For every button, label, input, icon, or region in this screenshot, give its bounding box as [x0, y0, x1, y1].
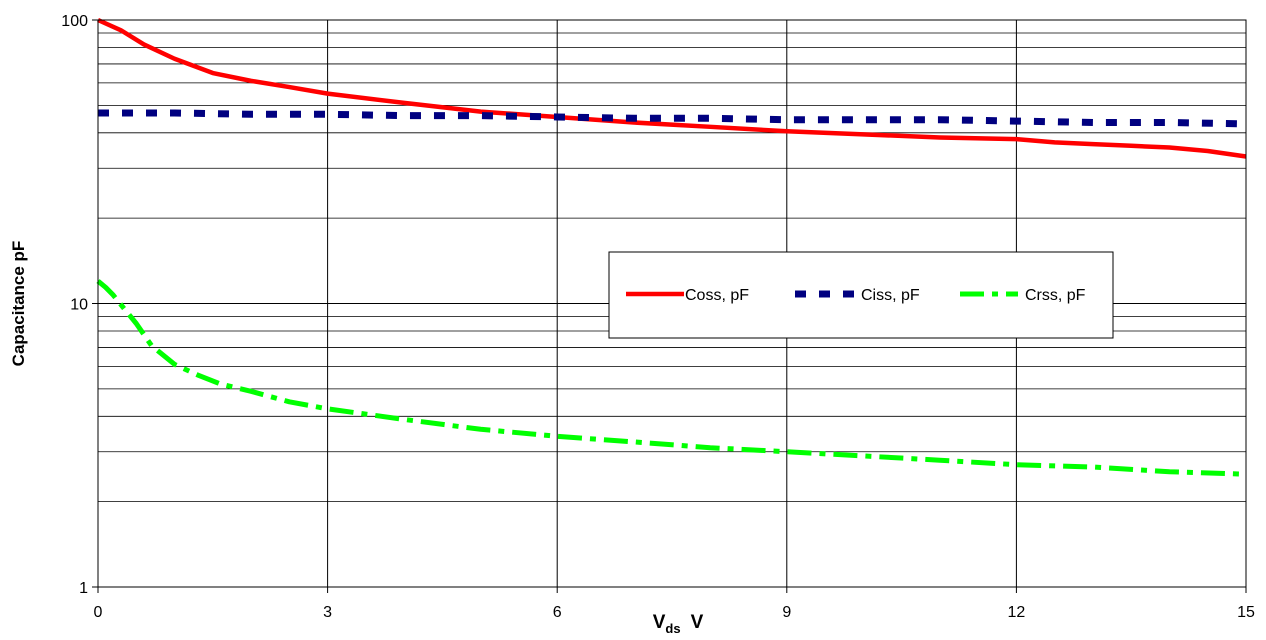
y-axis-title: Capacitance pF — [9, 241, 28, 367]
x-tick-label: 9 — [782, 604, 791, 621]
y-tick-label: 1 — [79, 580, 88, 597]
legend-box — [608, 251, 1114, 339]
legend-label-coss: Coss, pF — [685, 287, 749, 304]
legend-label-crss: Crss, pF — [1025, 287, 1086, 304]
series-line-crss — [96, 279, 1247, 477]
legend-label-ciss: Ciss, pF — [861, 287, 920, 304]
y-tick-label: 10 — [70, 297, 88, 314]
legend: Coss, pF Ciss, pF Crss, pF — [608, 251, 1114, 339]
x-tick-label: 15 — [1237, 604, 1255, 621]
x-tick-label: 3 — [323, 604, 332, 621]
series-line-coss — [97, 17, 1247, 159]
y-tick-label: 100 — [61, 13, 88, 30]
x-axis-title-main: V — [653, 612, 666, 633]
x-tick-label: 6 — [553, 604, 562, 621]
x-axis-title-subscript: ds — [665, 621, 680, 636]
x-axis-title-unit: V — [691, 612, 704, 633]
tick-labels: 0 3 6 9 12 15 1 10 100 — [61, 13, 1255, 621]
x-tick-label: 12 — [1008, 604, 1026, 621]
x-axis-title: Vds V — [653, 612, 704, 636]
series-layer — [96, 17, 1247, 477]
x-tick-label: 0 — [94, 604, 103, 621]
